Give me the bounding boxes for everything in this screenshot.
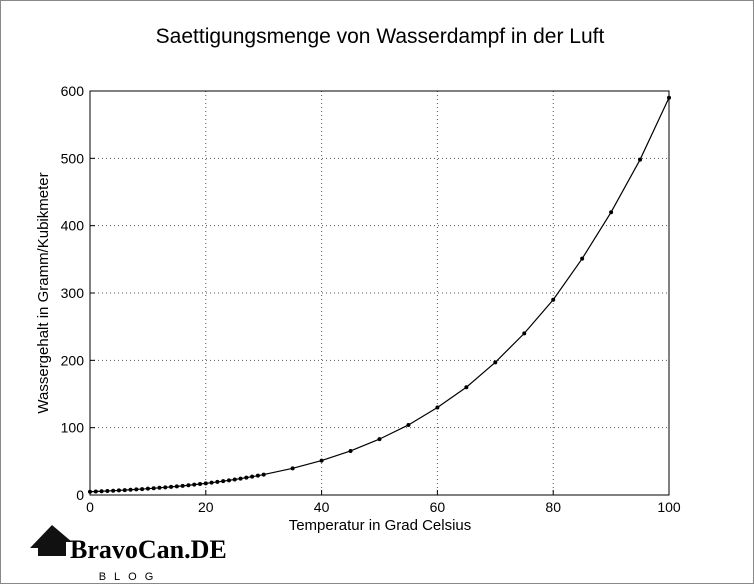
point — [145, 486, 150, 491]
point — [111, 488, 116, 493]
point — [157, 485, 162, 490]
watermark: BravoCan.DE BLOG — [30, 525, 227, 583]
point — [319, 458, 324, 463]
point — [128, 487, 133, 492]
point — [180, 483, 185, 488]
y-tick-label: 100 — [61, 420, 85, 436]
watermark-name: BravoCan.DE — [70, 535, 227, 564]
point — [238, 476, 243, 481]
point — [93, 489, 98, 494]
point — [244, 475, 249, 480]
point — [192, 482, 197, 487]
x-tick-label: 100 — [657, 499, 681, 515]
y-tick-label: 400 — [61, 218, 85, 234]
point — [609, 210, 614, 215]
point — [209, 480, 214, 485]
y-tick-label: 300 — [61, 285, 85, 301]
x-tick-label: 80 — [545, 499, 561, 515]
point — [250, 474, 255, 479]
point — [151, 486, 156, 491]
point — [99, 489, 104, 494]
x-tick-label: 20 — [198, 499, 214, 515]
point — [290, 466, 295, 471]
point — [186, 483, 191, 488]
y-tick-label: 200 — [61, 352, 85, 368]
point — [116, 488, 121, 493]
point — [348, 448, 353, 453]
point — [261, 472, 266, 477]
plot-frame — [89, 90, 670, 496]
x-tick-label: 60 — [430, 499, 446, 515]
point — [435, 405, 440, 410]
watermark-tagline: BLOG — [99, 571, 162, 583]
point — [169, 484, 174, 489]
point — [203, 481, 208, 486]
y-axis-label: Wassergehalt in Gramm/Kubikmeter — [35, 172, 52, 413]
y-tick-label: 600 — [61, 83, 85, 99]
point — [638, 157, 643, 162]
point — [580, 256, 585, 261]
point — [377, 437, 382, 442]
point — [215, 479, 220, 484]
point — [522, 331, 527, 336]
x-axis-label: Temperatur in Grad Celsius — [289, 517, 472, 534]
y-tick-label: 0 — [76, 487, 84, 503]
x-tick-label: 0 — [86, 499, 94, 515]
x-tick-label: 40 — [314, 499, 330, 515]
point — [174, 484, 179, 489]
point — [221, 479, 226, 484]
point — [551, 297, 556, 302]
point — [667, 95, 671, 100]
point — [163, 485, 168, 490]
point — [226, 478, 231, 483]
point — [493, 360, 498, 365]
point — [464, 385, 469, 390]
point — [232, 477, 237, 482]
point — [198, 482, 203, 487]
point — [255, 473, 260, 478]
point — [406, 422, 411, 427]
point — [105, 488, 110, 493]
point — [134, 487, 139, 492]
y-tick-label: 500 — [61, 150, 85, 166]
chart-title: Saettigungsmenge von Wasserdampf in der … — [156, 25, 605, 48]
point — [122, 488, 127, 493]
point — [140, 487, 145, 492]
watermark-icon — [30, 525, 72, 556]
point — [88, 489, 92, 494]
